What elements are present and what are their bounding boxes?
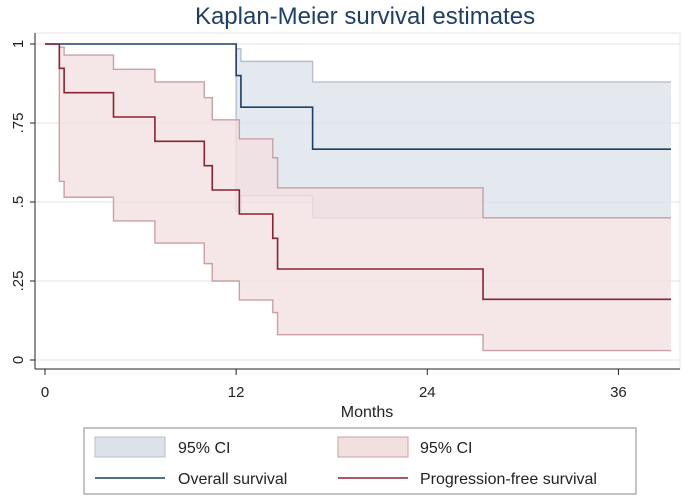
chart-title: Kaplan-Meier survival estimates: [195, 3, 535, 30]
ci-bands: [58, 46, 672, 352]
y-tick-label-2: .5: [10, 196, 27, 209]
x-axis-title: Months: [341, 404, 393, 421]
x-tick-label-1: 12: [228, 384, 245, 401]
legend-swatch-pfs-ci: [337, 436, 409, 458]
line-progression-free-survival: [45, 43, 671, 301]
axes: 0 .25 .5 .75 1 0 12 24 36: [10, 33, 680, 401]
x-tick-label-2: 24: [419, 384, 436, 401]
x-tick-label-3: 36: [610, 384, 627, 401]
legend-label-pfs: Progression-free survival: [420, 471, 597, 488]
legend-label-os: Overall survival: [178, 471, 287, 488]
y-tick-label-0: 0: [10, 356, 27, 364]
x-tick-label-0: 0: [41, 384, 49, 401]
y-tick-label-3: .75: [10, 113, 27, 134]
y-tick-label-1: .25: [10, 271, 27, 292]
ci-upper-os: [236, 48, 671, 83]
legend-label-os-ci: 95% CI: [178, 440, 230, 457]
y-tick-label-4: 1: [10, 40, 27, 48]
legend-label-pfs-ci: 95% CI: [420, 440, 472, 457]
ci-lower-pfs: [59, 180, 671, 352]
legend-swatch-os-ci: [94, 436, 166, 458]
line-overall-survival: [45, 43, 671, 151]
survival-lines: [45, 43, 671, 301]
ci-upper-pfs: [59, 46, 671, 219]
ci-band-os: [236, 48, 672, 218]
